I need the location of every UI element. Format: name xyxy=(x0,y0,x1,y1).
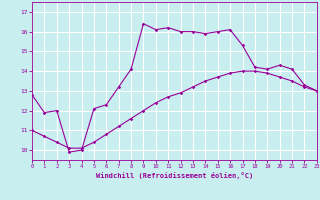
X-axis label: Windchill (Refroidissement éolien,°C): Windchill (Refroidissement éolien,°C) xyxy=(96,172,253,179)
